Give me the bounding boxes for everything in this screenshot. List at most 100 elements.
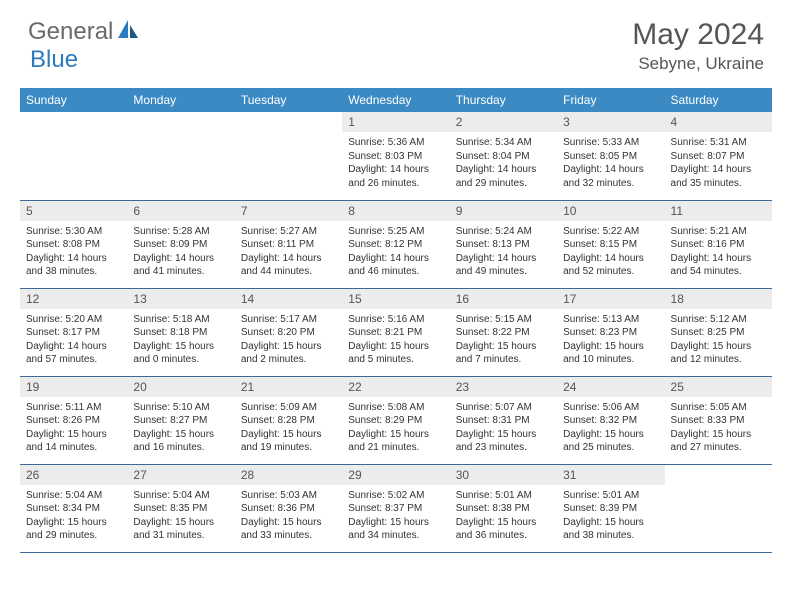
- day-details: Sunrise: 5:20 AMSunset: 8:17 PMDaylight:…: [20, 311, 127, 371]
- sunset-text: Sunset: 8:27 PM: [133, 414, 228, 428]
- day-details: Sunrise: 5:31 AMSunset: 8:07 PMDaylight:…: [665, 134, 772, 194]
- calendar-day-cell: .: [127, 112, 234, 200]
- calendar-day-cell: 8Sunrise: 5:25 AMSunset: 8:12 PMDaylight…: [342, 200, 449, 288]
- sunset-text: Sunset: 8:26 PM: [26, 414, 121, 428]
- daylight-text: Daylight: 14 hours and 46 minutes.: [348, 252, 443, 279]
- day-number: 9: [450, 201, 557, 221]
- weekday-header: Sunday: [20, 88, 127, 112]
- day-details: Sunrise: 5:11 AMSunset: 8:26 PMDaylight:…: [20, 399, 127, 459]
- calendar-day-cell: 16Sunrise: 5:15 AMSunset: 8:22 PMDayligh…: [450, 288, 557, 376]
- calendar-day-cell: 1Sunrise: 5:36 AMSunset: 8:03 PMDaylight…: [342, 112, 449, 200]
- daylight-text: Daylight: 14 hours and 44 minutes.: [241, 252, 336, 279]
- day-number: 24: [557, 377, 664, 397]
- calendar-day-cell: 3Sunrise: 5:33 AMSunset: 8:05 PMDaylight…: [557, 112, 664, 200]
- sunrise-text: Sunrise: 5:15 AM: [456, 313, 551, 327]
- day-details: Sunrise: 5:28 AMSunset: 8:09 PMDaylight:…: [127, 223, 234, 283]
- daylight-text: Daylight: 14 hours and 52 minutes.: [563, 252, 658, 279]
- calendar-day-cell: 10Sunrise: 5:22 AMSunset: 8:15 PMDayligh…: [557, 200, 664, 288]
- sunset-text: Sunset: 8:05 PM: [563, 150, 658, 164]
- day-number: 23: [450, 377, 557, 397]
- sunrise-text: Sunrise: 5:16 AM: [348, 313, 443, 327]
- daylight-text: Daylight: 14 hours and 26 minutes.: [348, 163, 443, 190]
- day-details: Sunrise: 5:07 AMSunset: 8:31 PMDaylight:…: [450, 399, 557, 459]
- sunrise-text: Sunrise: 5:33 AM: [563, 136, 658, 150]
- day-number: 11: [665, 201, 772, 221]
- sunset-text: Sunset: 8:09 PM: [133, 238, 228, 252]
- daylight-text: Daylight: 15 hours and 10 minutes.: [563, 340, 658, 367]
- weekday-header: Thursday: [450, 88, 557, 112]
- calendar-day-cell: 24Sunrise: 5:06 AMSunset: 8:32 PMDayligh…: [557, 376, 664, 464]
- daylight-text: Daylight: 15 hours and 5 minutes.: [348, 340, 443, 367]
- calendar-week-row: ...1Sunrise: 5:36 AMSunset: 8:03 PMDayli…: [20, 112, 772, 200]
- sunrise-text: Sunrise: 5:09 AM: [241, 401, 336, 415]
- calendar-day-cell: 7Sunrise: 5:27 AMSunset: 8:11 PMDaylight…: [235, 200, 342, 288]
- calendar-week-row: 26Sunrise: 5:04 AMSunset: 8:34 PMDayligh…: [20, 464, 772, 552]
- calendar-day-cell: .: [235, 112, 342, 200]
- sunrise-text: Sunrise: 5:30 AM: [26, 225, 121, 239]
- sunrise-text: Sunrise: 5:21 AM: [671, 225, 766, 239]
- sunrise-text: Sunrise: 5:05 AM: [671, 401, 766, 415]
- daylight-text: Daylight: 15 hours and 25 minutes.: [563, 428, 658, 455]
- day-number: 20: [127, 377, 234, 397]
- title-block: May 2024 Sebyne, Ukraine: [632, 18, 764, 74]
- sunset-text: Sunset: 8:34 PM: [26, 502, 121, 516]
- calendar-table: SundayMondayTuesdayWednesdayThursdayFrid…: [20, 88, 772, 553]
- day-number: 7: [235, 201, 342, 221]
- calendar-day-cell: 11Sunrise: 5:21 AMSunset: 8:16 PMDayligh…: [665, 200, 772, 288]
- calendar-week-row: 19Sunrise: 5:11 AMSunset: 8:26 PMDayligh…: [20, 376, 772, 464]
- weekday-header: Tuesday: [235, 88, 342, 112]
- daylight-text: Daylight: 14 hours and 54 minutes.: [671, 252, 766, 279]
- calendar-head: SundayMondayTuesdayWednesdayThursdayFrid…: [20, 88, 772, 112]
- day-details: Sunrise: 5:01 AMSunset: 8:39 PMDaylight:…: [557, 487, 664, 547]
- sunrise-text: Sunrise: 5:22 AM: [563, 225, 658, 239]
- sunset-text: Sunset: 8:04 PM: [456, 150, 551, 164]
- day-details: Sunrise: 5:16 AMSunset: 8:21 PMDaylight:…: [342, 311, 449, 371]
- logo: General: [28, 18, 142, 46]
- day-details: Sunrise: 5:09 AMSunset: 8:28 PMDaylight:…: [235, 399, 342, 459]
- sunset-text: Sunset: 8:38 PM: [456, 502, 551, 516]
- sunrise-text: Sunrise: 5:34 AM: [456, 136, 551, 150]
- daylight-text: Daylight: 14 hours and 41 minutes.: [133, 252, 228, 279]
- day-details: Sunrise: 5:05 AMSunset: 8:33 PMDaylight:…: [665, 399, 772, 459]
- day-number: 2: [450, 112, 557, 132]
- logo-sail-icon: [118, 20, 140, 45]
- day-details: Sunrise: 5:04 AMSunset: 8:35 PMDaylight:…: [127, 487, 234, 547]
- day-number: 30: [450, 465, 557, 485]
- daylight-text: Daylight: 15 hours and 12 minutes.: [671, 340, 766, 367]
- calendar-day-cell: 30Sunrise: 5:01 AMSunset: 8:38 PMDayligh…: [450, 464, 557, 552]
- day-details: Sunrise: 5:33 AMSunset: 8:05 PMDaylight:…: [557, 134, 664, 194]
- day-number: 4: [665, 112, 772, 132]
- sunset-text: Sunset: 8:28 PM: [241, 414, 336, 428]
- day-details: Sunrise: 5:22 AMSunset: 8:15 PMDaylight:…: [557, 223, 664, 283]
- day-details: Sunrise: 5:18 AMSunset: 8:18 PMDaylight:…: [127, 311, 234, 371]
- calendar-day-cell: 12Sunrise: 5:20 AMSunset: 8:17 PMDayligh…: [20, 288, 127, 376]
- calendar-day-cell: 15Sunrise: 5:16 AMSunset: 8:21 PMDayligh…: [342, 288, 449, 376]
- day-number: 25: [665, 377, 772, 397]
- day-details: Sunrise: 5:03 AMSunset: 8:36 PMDaylight:…: [235, 487, 342, 547]
- day-number: 5: [20, 201, 127, 221]
- sunset-text: Sunset: 8:21 PM: [348, 326, 443, 340]
- day-number: 1: [342, 112, 449, 132]
- logo-text-blue: Blue: [30, 46, 78, 73]
- daylight-text: Daylight: 15 hours and 16 minutes.: [133, 428, 228, 455]
- daylight-text: Daylight: 15 hours and 21 minutes.: [348, 428, 443, 455]
- daylight-text: Daylight: 15 hours and 0 minutes.: [133, 340, 228, 367]
- calendar-day-cell: 31Sunrise: 5:01 AMSunset: 8:39 PMDayligh…: [557, 464, 664, 552]
- month-title: May 2024: [632, 18, 764, 52]
- sunset-text: Sunset: 8:32 PM: [563, 414, 658, 428]
- sunset-text: Sunset: 8:37 PM: [348, 502, 443, 516]
- sunrise-text: Sunrise: 5:01 AM: [456, 489, 551, 503]
- day-number: 31: [557, 465, 664, 485]
- calendar-day-cell: 25Sunrise: 5:05 AMSunset: 8:33 PMDayligh…: [665, 376, 772, 464]
- daylight-text: Daylight: 15 hours and 7 minutes.: [456, 340, 551, 367]
- calendar-day-cell: .: [665, 464, 772, 552]
- sunset-text: Sunset: 8:07 PM: [671, 150, 766, 164]
- daylight-text: Daylight: 14 hours and 29 minutes.: [456, 163, 551, 190]
- page-header: General May 2024 Sebyne, Ukraine: [0, 0, 792, 82]
- sunset-text: Sunset: 8:29 PM: [348, 414, 443, 428]
- sunrise-text: Sunrise: 5:17 AM: [241, 313, 336, 327]
- daylight-text: Daylight: 14 hours and 49 minutes.: [456, 252, 551, 279]
- sunrise-text: Sunrise: 5:13 AM: [563, 313, 658, 327]
- day-details: Sunrise: 5:06 AMSunset: 8:32 PMDaylight:…: [557, 399, 664, 459]
- sunset-text: Sunset: 8:39 PM: [563, 502, 658, 516]
